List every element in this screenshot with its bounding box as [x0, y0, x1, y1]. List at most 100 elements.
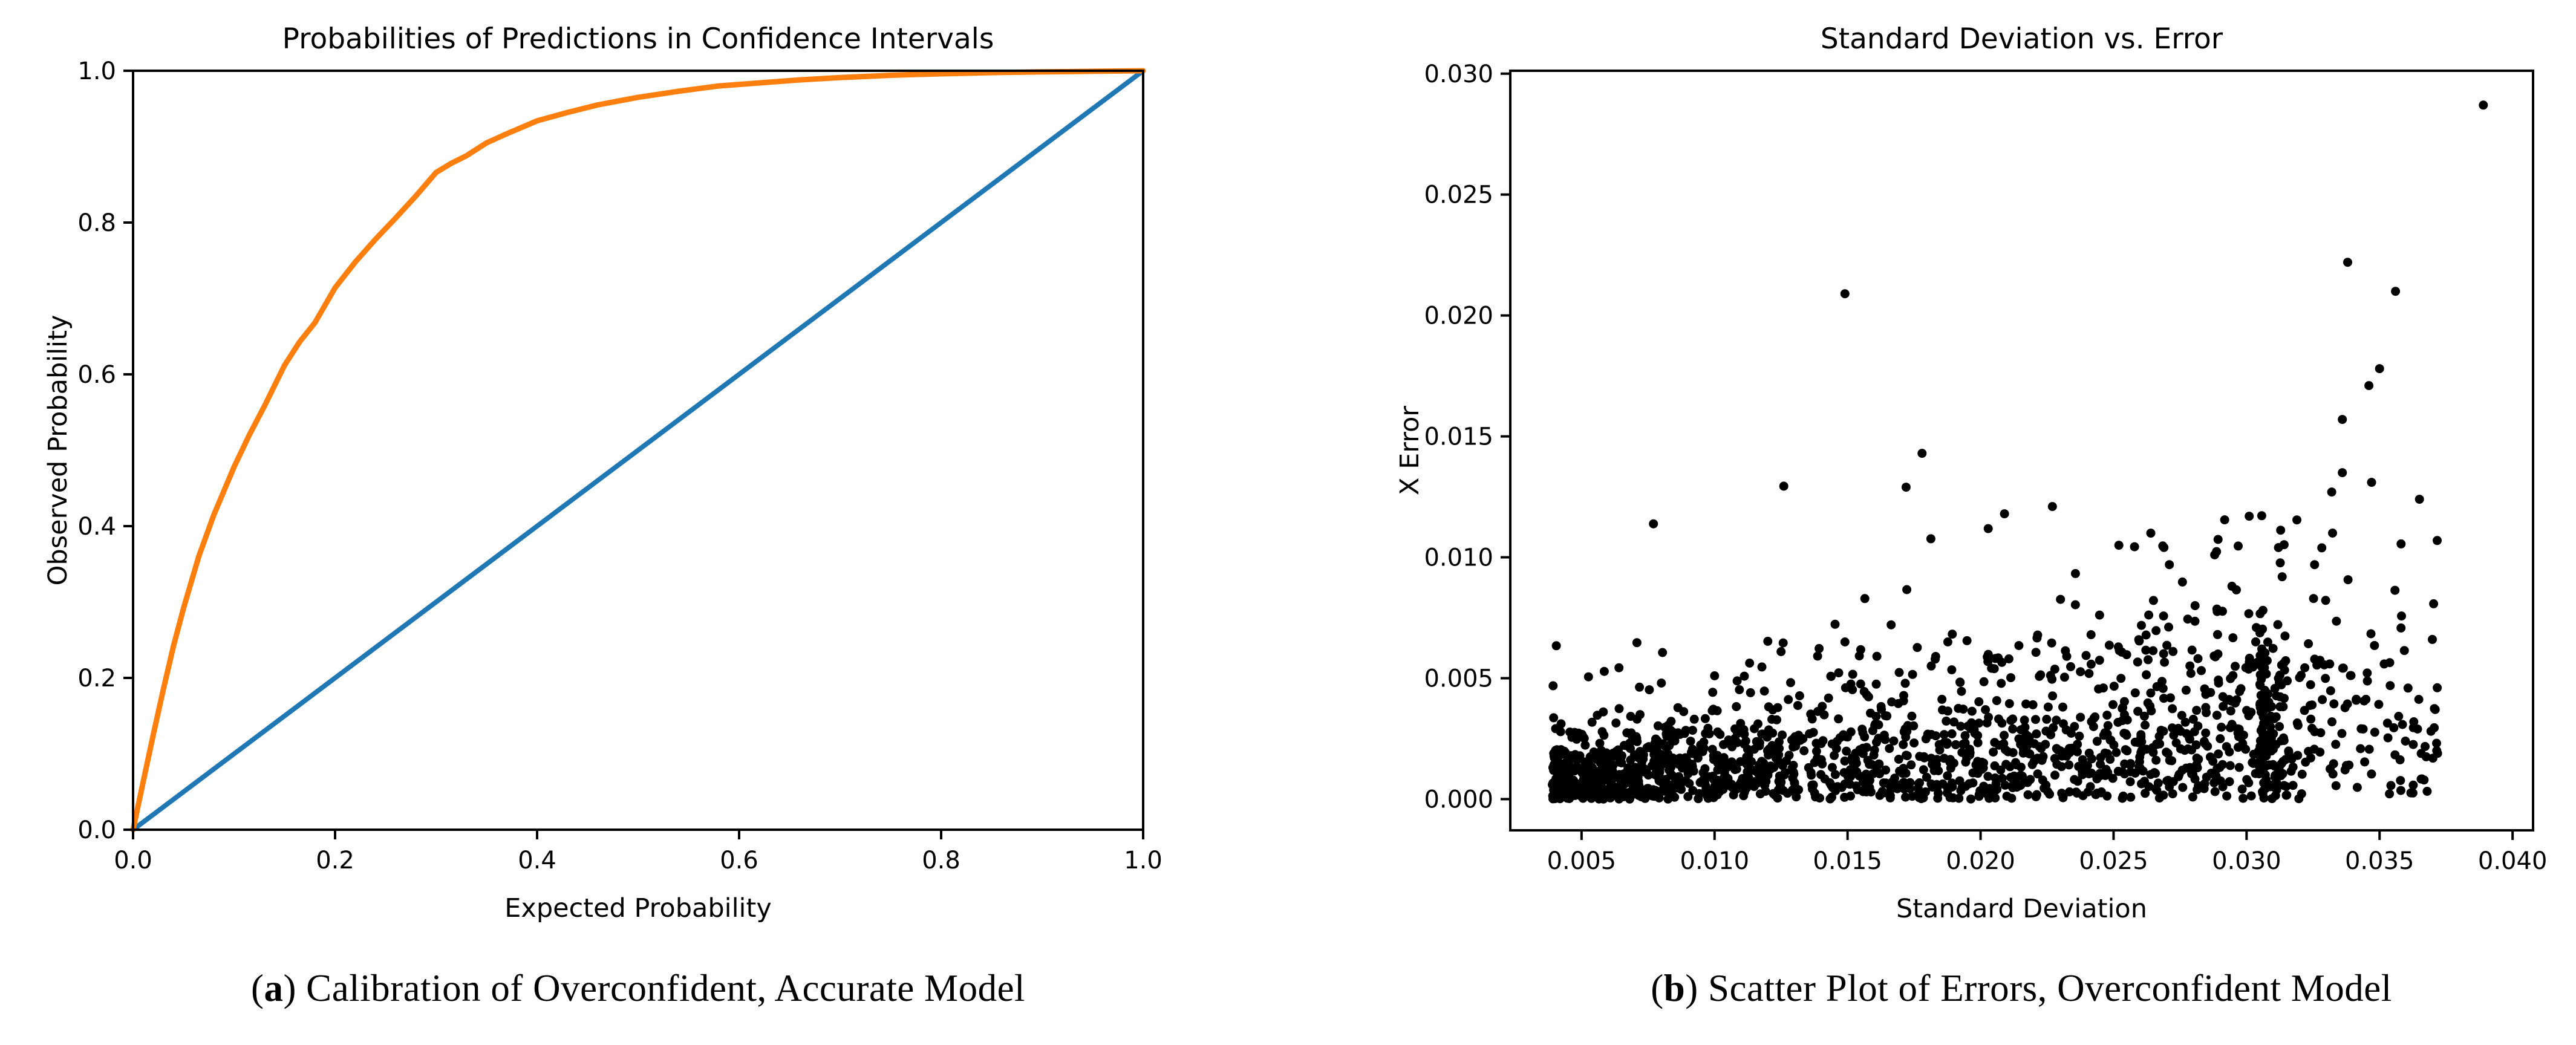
- scatter-point: [1716, 761, 1725, 770]
- scatter-point: [2100, 728, 2110, 738]
- scatter-point: [2362, 668, 2372, 678]
- y-tick-label: 0.010: [1424, 544, 1493, 572]
- scatter-point: [1740, 671, 1749, 681]
- scatter-point: [2277, 572, 2287, 582]
- scatter-point: [1937, 694, 1947, 704]
- scatter-point: [1947, 729, 1957, 738]
- scatter-point: [1813, 651, 1822, 661]
- scatter-point: [2072, 787, 2081, 797]
- scatter-point: [1919, 765, 1928, 775]
- scatter-point: [1617, 752, 1626, 762]
- scatter-point: [2255, 698, 2265, 708]
- scatter-point: [1899, 784, 1909, 794]
- scatter-point: [1850, 758, 1860, 767]
- scatter-point: [1763, 636, 1773, 646]
- scatter-point: [2310, 560, 2320, 570]
- scatter-point: [1683, 792, 1693, 801]
- scatter-point: [2000, 731, 2009, 740]
- scatter-point: [2238, 739, 2248, 748]
- scatter-point: [2205, 752, 2215, 762]
- scatter-point: [1664, 731, 1674, 741]
- x-tick-label: 0.6: [720, 847, 758, 874]
- scatter-point: [1708, 688, 1718, 697]
- scatter-point: [2309, 594, 2318, 604]
- scatter-point: [1987, 663, 1997, 673]
- scatter-point: [2049, 723, 2058, 732]
- scatter-point: [1845, 780, 1854, 789]
- scatter-point: [2168, 704, 2177, 714]
- scatter-point: [1815, 793, 1824, 803]
- scatter-point: [1792, 792, 1801, 802]
- scatter-point: [2304, 639, 2314, 648]
- scatter-point: [2141, 720, 2150, 730]
- scatter-point: [1994, 740, 2004, 750]
- scatter-point: [2187, 645, 2197, 655]
- scatter-point: [2390, 585, 2400, 595]
- scatter-point: [2389, 723, 2399, 732]
- scatter-point: [2306, 714, 2316, 724]
- scatter-point: [2217, 723, 2226, 732]
- scatter-point: [1606, 773, 1616, 783]
- y-tick-label: 1.0: [77, 57, 116, 85]
- scatter-point: [1956, 721, 1966, 731]
- scatter-point: [1774, 737, 1784, 747]
- scatter-point: [2058, 702, 2067, 712]
- scatter-point: [2385, 658, 2395, 668]
- scatter-point: [2118, 703, 2128, 712]
- y-tick-label: 0.2: [77, 665, 116, 692]
- scatter-point: [2391, 287, 2401, 296]
- scatter-point: [1632, 638, 1642, 648]
- scatter-point: [2370, 640, 2379, 650]
- scatter-point: [1942, 716, 1951, 726]
- scatter-point: [2144, 782, 2154, 792]
- scatter-point: [2263, 637, 2272, 647]
- y-tick-label: 0.025: [1424, 181, 1493, 209]
- scatter-point: [1922, 772, 1931, 782]
- scatter-point: [1658, 648, 1668, 657]
- scatter-point: [1807, 780, 1817, 790]
- scatter-point: [1957, 747, 1967, 757]
- scatter-point: [2190, 601, 2200, 610]
- scatter-point: [2277, 759, 2286, 769]
- scatter-point: [1789, 767, 1798, 777]
- scatter-point: [1745, 659, 1755, 668]
- scatter-point: [2192, 754, 2202, 763]
- scatter-point: [1928, 783, 1937, 792]
- y-tick-label: 0.000: [1424, 786, 1493, 813]
- scatter-point: [1874, 734, 1883, 743]
- scatter-point: [2408, 740, 2418, 749]
- scatter-point: [2048, 691, 2058, 701]
- scatter-point: [2213, 535, 2223, 544]
- scatter-point: [1687, 726, 1697, 735]
- scatter-point: [1670, 792, 1680, 802]
- scatter-point: [1780, 768, 1790, 777]
- scatter-point: [1840, 756, 1850, 766]
- scatter-point: [2255, 742, 2265, 752]
- scatter-point: [1848, 685, 1857, 694]
- scatter-point: [1606, 789, 1616, 798]
- caption-a-text: Calibration of Overconfident, Accurate M…: [306, 967, 1026, 1009]
- scatter-point: [1733, 729, 1742, 738]
- scatter-point: [2352, 695, 2361, 705]
- scatter-point: [2045, 789, 2055, 799]
- scatter-point: [2397, 611, 2406, 621]
- scatter-point: [2257, 674, 2266, 684]
- scatter-point: [1649, 519, 1658, 529]
- scatter-point: [2133, 738, 2143, 747]
- scatter-point: [2042, 714, 2052, 724]
- scatter-point: [1749, 782, 1759, 792]
- scatter-point: [2018, 738, 2028, 747]
- scatter-point: [1736, 718, 1746, 728]
- scatter-point: [2073, 776, 2082, 786]
- scatter-point: [2130, 542, 2139, 552]
- scatter-point: [1599, 666, 1609, 676]
- scatter-point: [2004, 654, 2014, 663]
- scatter-point: [2174, 770, 2184, 779]
- scatter-point: [2331, 740, 2341, 749]
- scatter-point: [1997, 679, 2006, 688]
- scatter-point: [2012, 760, 2021, 770]
- scatter-point: [1961, 757, 1971, 767]
- scatter-point: [1811, 738, 1821, 748]
- scatter-point: [1595, 738, 1605, 748]
- scatter-point: [1807, 770, 1816, 780]
